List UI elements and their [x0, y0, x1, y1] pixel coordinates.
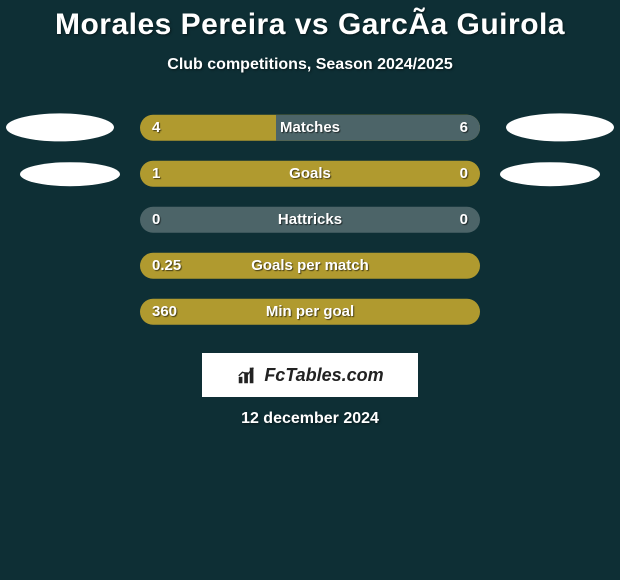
- stat-row-matches: 4 Matches 6: [0, 110, 620, 156]
- player1-marker: [6, 113, 114, 141]
- player2-marker: [506, 113, 614, 141]
- comparison-infographic: Morales Pereira vs GarcÃ­a Guirola Club …: [0, 0, 620, 580]
- bar-track: 0 Hattricks 0: [140, 207, 480, 233]
- bar-track: 4 Matches 6: [140, 115, 480, 141]
- stat-row-hattricks: 0 Hattricks 0: [0, 202, 620, 248]
- stat-row-goals: 1 Goals 0: [0, 156, 620, 202]
- stat-label: Goals per match: [140, 253, 480, 279]
- stat-label: Goals: [140, 161, 480, 187]
- player1-marker: [20, 162, 120, 186]
- bar-track: 0.25 Goals per match: [140, 253, 480, 279]
- date-label: 12 december 2024: [0, 410, 620, 428]
- page-title: Morales Pereira vs GarcÃ­a Guirola: [0, 0, 620, 42]
- bar-track: 1 Goals 0: [140, 161, 480, 187]
- stat-label: Hattricks: [140, 207, 480, 233]
- right-value: 0: [460, 207, 468, 233]
- stat-label: Matches: [140, 115, 480, 141]
- player2-marker: [500, 162, 600, 186]
- stat-label: Min per goal: [140, 299, 480, 325]
- logo-box: FcTables.com: [202, 353, 418, 397]
- bar-chart-icon: [236, 364, 258, 386]
- subtitle: Club competitions, Season 2024/2025: [0, 56, 620, 74]
- stat-row-goals-per-match: 0.25 Goals per match: [0, 248, 620, 294]
- right-value: 0: [460, 161, 468, 187]
- right-value: 6: [460, 115, 468, 141]
- stat-rows: 4 Matches 6 1 Goals 0 0 Hattricks: [0, 110, 620, 340]
- logo-text: FcTables.com: [264, 365, 383, 386]
- bar-track: 360 Min per goal: [140, 299, 480, 325]
- stat-row-min-per-goal: 360 Min per goal: [0, 294, 620, 340]
